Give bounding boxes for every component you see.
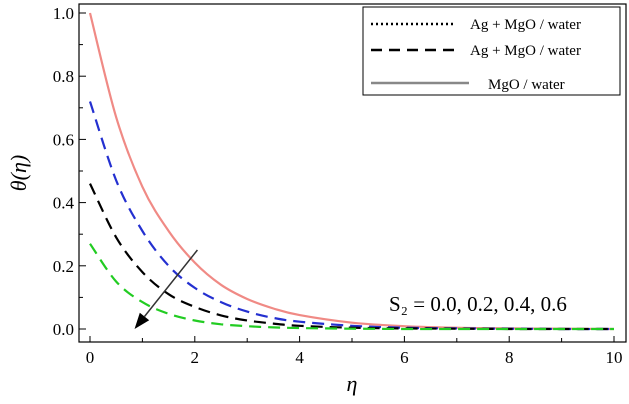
legend-label-3: MgO / water bbox=[488, 77, 565, 93]
legend: Ag + MgO / water Ag + MgO / water MgO / … bbox=[362, 6, 621, 96]
legend-label-2: Ag + MgO / water bbox=[470, 43, 581, 59]
series-line-3 bbox=[89, 183, 614, 331]
x-tick-label: 0 bbox=[86, 348, 95, 367]
y-tick-label: 0.8 bbox=[53, 67, 74, 86]
legend-box bbox=[362, 6, 621, 96]
x-tick-label: 4 bbox=[295, 348, 304, 367]
x-tick-label: 10 bbox=[606, 348, 623, 367]
y-tick-label: 0.6 bbox=[53, 130, 74, 149]
parameter-annotation: S₂ = 0.0, 0.2, 0.4, 0.6 bbox=[389, 292, 567, 316]
y-axis-label: θ(η) bbox=[6, 155, 31, 191]
x-tick-label: 8 bbox=[505, 348, 514, 367]
series-line-4 bbox=[89, 243, 614, 331]
y-tick-label: 1.0 bbox=[53, 4, 74, 23]
x-tick-label: 2 bbox=[191, 348, 200, 367]
x-axis-label: η bbox=[347, 371, 358, 396]
arrow-head bbox=[134, 312, 150, 329]
series-layer bbox=[88, 12, 615, 331]
annotation-arrow bbox=[134, 249, 199, 329]
y-tick-label: 0.4 bbox=[53, 194, 75, 213]
x-tick-label: 6 bbox=[400, 348, 409, 367]
arrow-shaft bbox=[143, 249, 199, 317]
y-tick-label: 0.0 bbox=[53, 320, 74, 339]
axis-ticks: 0 2 4 6 8 10 0.0 0.2 0.4 0.6 0.8 1.0 bbox=[53, 4, 623, 367]
legend-label-1: Ag + MgO / water bbox=[470, 17, 581, 33]
y-tick-label: 0.2 bbox=[53, 257, 74, 276]
